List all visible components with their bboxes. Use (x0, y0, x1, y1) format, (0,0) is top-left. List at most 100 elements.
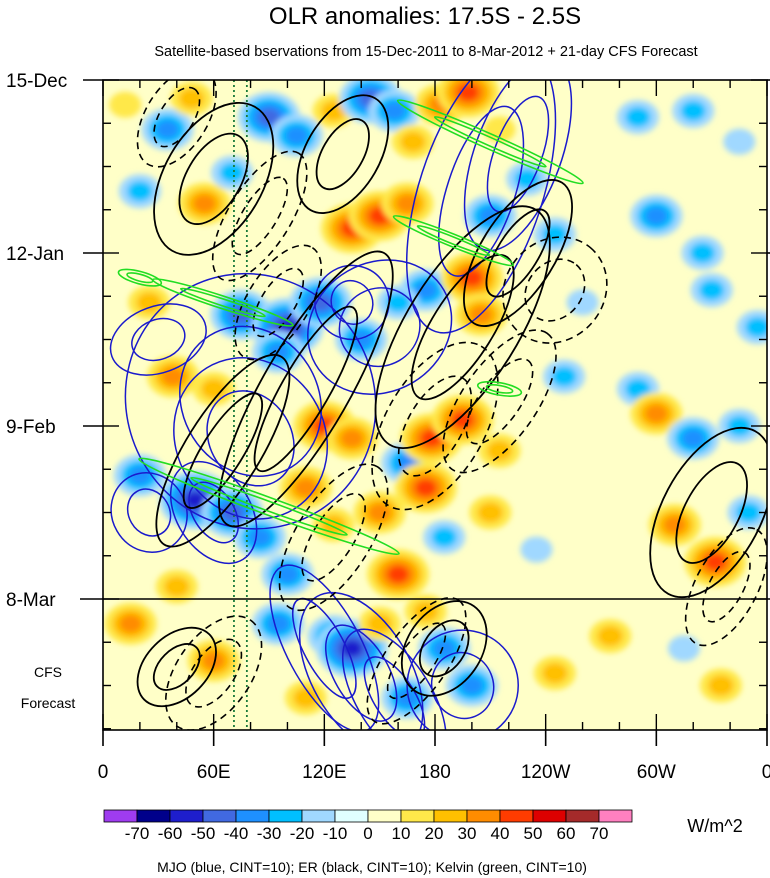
mjo-contour (406, 629, 519, 730)
er-contour-dashed (278, 463, 389, 612)
kelvin-contour (126, 272, 154, 284)
colorbar-swatch (169, 809, 204, 823)
er-contour-dashed (231, 176, 289, 256)
x-tick-label: 120E (302, 762, 346, 783)
er-contour-dashed (252, 267, 305, 338)
mjo-contour (314, 264, 390, 341)
colorbar-label: 40 (491, 824, 510, 843)
er-contour-dashed (386, 622, 447, 700)
x-tick-label: 60W (637, 762, 676, 783)
olr-anomaly-cell (433, 639, 456, 658)
kelvin-contour (433, 115, 547, 168)
er-contour-dashed (185, 638, 243, 708)
olr-anomaly-cell (431, 527, 457, 548)
x-tick-label: 180 (419, 762, 451, 783)
er-contour-dashed (397, 375, 473, 477)
er-contour-solid (463, 179, 573, 327)
olr-anomaly-cell (178, 88, 205, 109)
colorbar-swatch (466, 809, 501, 823)
olr-anomaly-cell (689, 242, 716, 264)
mjo-contour (206, 390, 295, 487)
colorbar-swatch (268, 809, 303, 823)
x-tick-label: 0 (98, 762, 109, 783)
colorbar-swatch (202, 809, 237, 823)
olr-anomaly-cell (320, 100, 347, 122)
olr-anomaly-cell (625, 106, 651, 128)
olr-anomaly-cell (293, 687, 319, 709)
olr-anomaly-cell (668, 635, 700, 662)
mjo-contour (341, 628, 447, 730)
olr-anomaly-cell (735, 502, 762, 523)
olr-anomaly-cell (745, 316, 767, 338)
olr-anomaly-cell (551, 366, 577, 387)
mjo-contour (110, 472, 188, 553)
kelvin-contour (179, 287, 266, 318)
olr-anomaly-cell (383, 101, 406, 120)
er-contour-solid (153, 101, 275, 256)
mjo-contour (430, 651, 495, 720)
olr-anomaly-cell (109, 91, 142, 118)
x-tick-label: 120W (521, 762, 571, 783)
olr-anomaly-cell (477, 502, 503, 523)
colorbar-label: 20 (425, 824, 444, 843)
colorbar-swatch (334, 809, 369, 823)
colorbar-unit: W/m^2 (687, 816, 742, 836)
olr-anomaly-cell (119, 614, 142, 633)
olr-anomaly-cell (127, 181, 153, 202)
colorbar-label: 10 (392, 824, 411, 843)
colorbar-swatch (400, 809, 435, 823)
er-contour-dashed (136, 80, 217, 168)
olr-anomaly-cell (340, 429, 364, 448)
olr-anomaly-cell (285, 126, 308, 145)
olr-anomaly-cell (457, 84, 479, 101)
olr-anomaly-cell (460, 676, 484, 695)
er-contour-solid (253, 305, 359, 473)
er-contour-solid (182, 392, 263, 509)
olr-anomaly-cell (294, 478, 318, 497)
mjo-contour (405, 80, 557, 334)
y-tick-label: 15-Dec (6, 71, 67, 92)
kelvin-contour (190, 476, 348, 536)
olr-anomaly-cell (136, 292, 162, 313)
olr-anomaly-cell (708, 675, 734, 696)
olr-anomaly-cell (597, 625, 623, 647)
er-contour-solid (410, 254, 515, 401)
olr-anomaly-cell (625, 378, 651, 400)
y-tick-label: 9-Feb (6, 417, 56, 438)
er-contour-dashed (211, 150, 308, 282)
mjo-contour (126, 488, 172, 537)
olr-anomaly-cell (400, 131, 426, 152)
kelvin-contour (138, 457, 400, 556)
kelvin-contour (476, 380, 523, 397)
mjo-contour (338, 287, 421, 368)
er-contour-dashed (502, 236, 608, 344)
er-contour-dashed (702, 550, 751, 623)
olr-anomaly-cell (156, 120, 179, 139)
olr-anomaly-cell (193, 194, 216, 213)
olr-anomaly-cell (483, 116, 516, 143)
olr-anomaly-cell (221, 504, 243, 521)
er-contour-dashed (301, 492, 366, 582)
er-contour-solid (315, 118, 370, 191)
mjo-contours (109, 80, 573, 730)
x-tick-label: 0 (762, 762, 770, 783)
colorbar-swatch (433, 809, 468, 823)
colorbar-label: 70 (590, 824, 609, 843)
olr-anomaly-cell (415, 479, 437, 497)
er-contour-solid (296, 94, 390, 214)
olr-anomaly-cell (202, 651, 225, 670)
olr-anomaly-cell (520, 536, 553, 563)
forecast-label-line2: Forecast (21, 695, 76, 711)
colorbar-swatch (136, 809, 171, 823)
olr-anomaly-cell (414, 281, 437, 300)
olr-anomaly-cell (680, 100, 706, 122)
er-contour-dashed (524, 258, 586, 322)
olr-anomaly-cell (368, 503, 391, 522)
x-tick-label: 60E (197, 762, 231, 783)
olr-anomaly-cell (723, 128, 756, 155)
colorbar-label: -40 (224, 824, 249, 843)
mjo-contour (109, 303, 207, 376)
mjo-contour (363, 656, 426, 730)
colorbar-label: 50 (524, 824, 543, 843)
